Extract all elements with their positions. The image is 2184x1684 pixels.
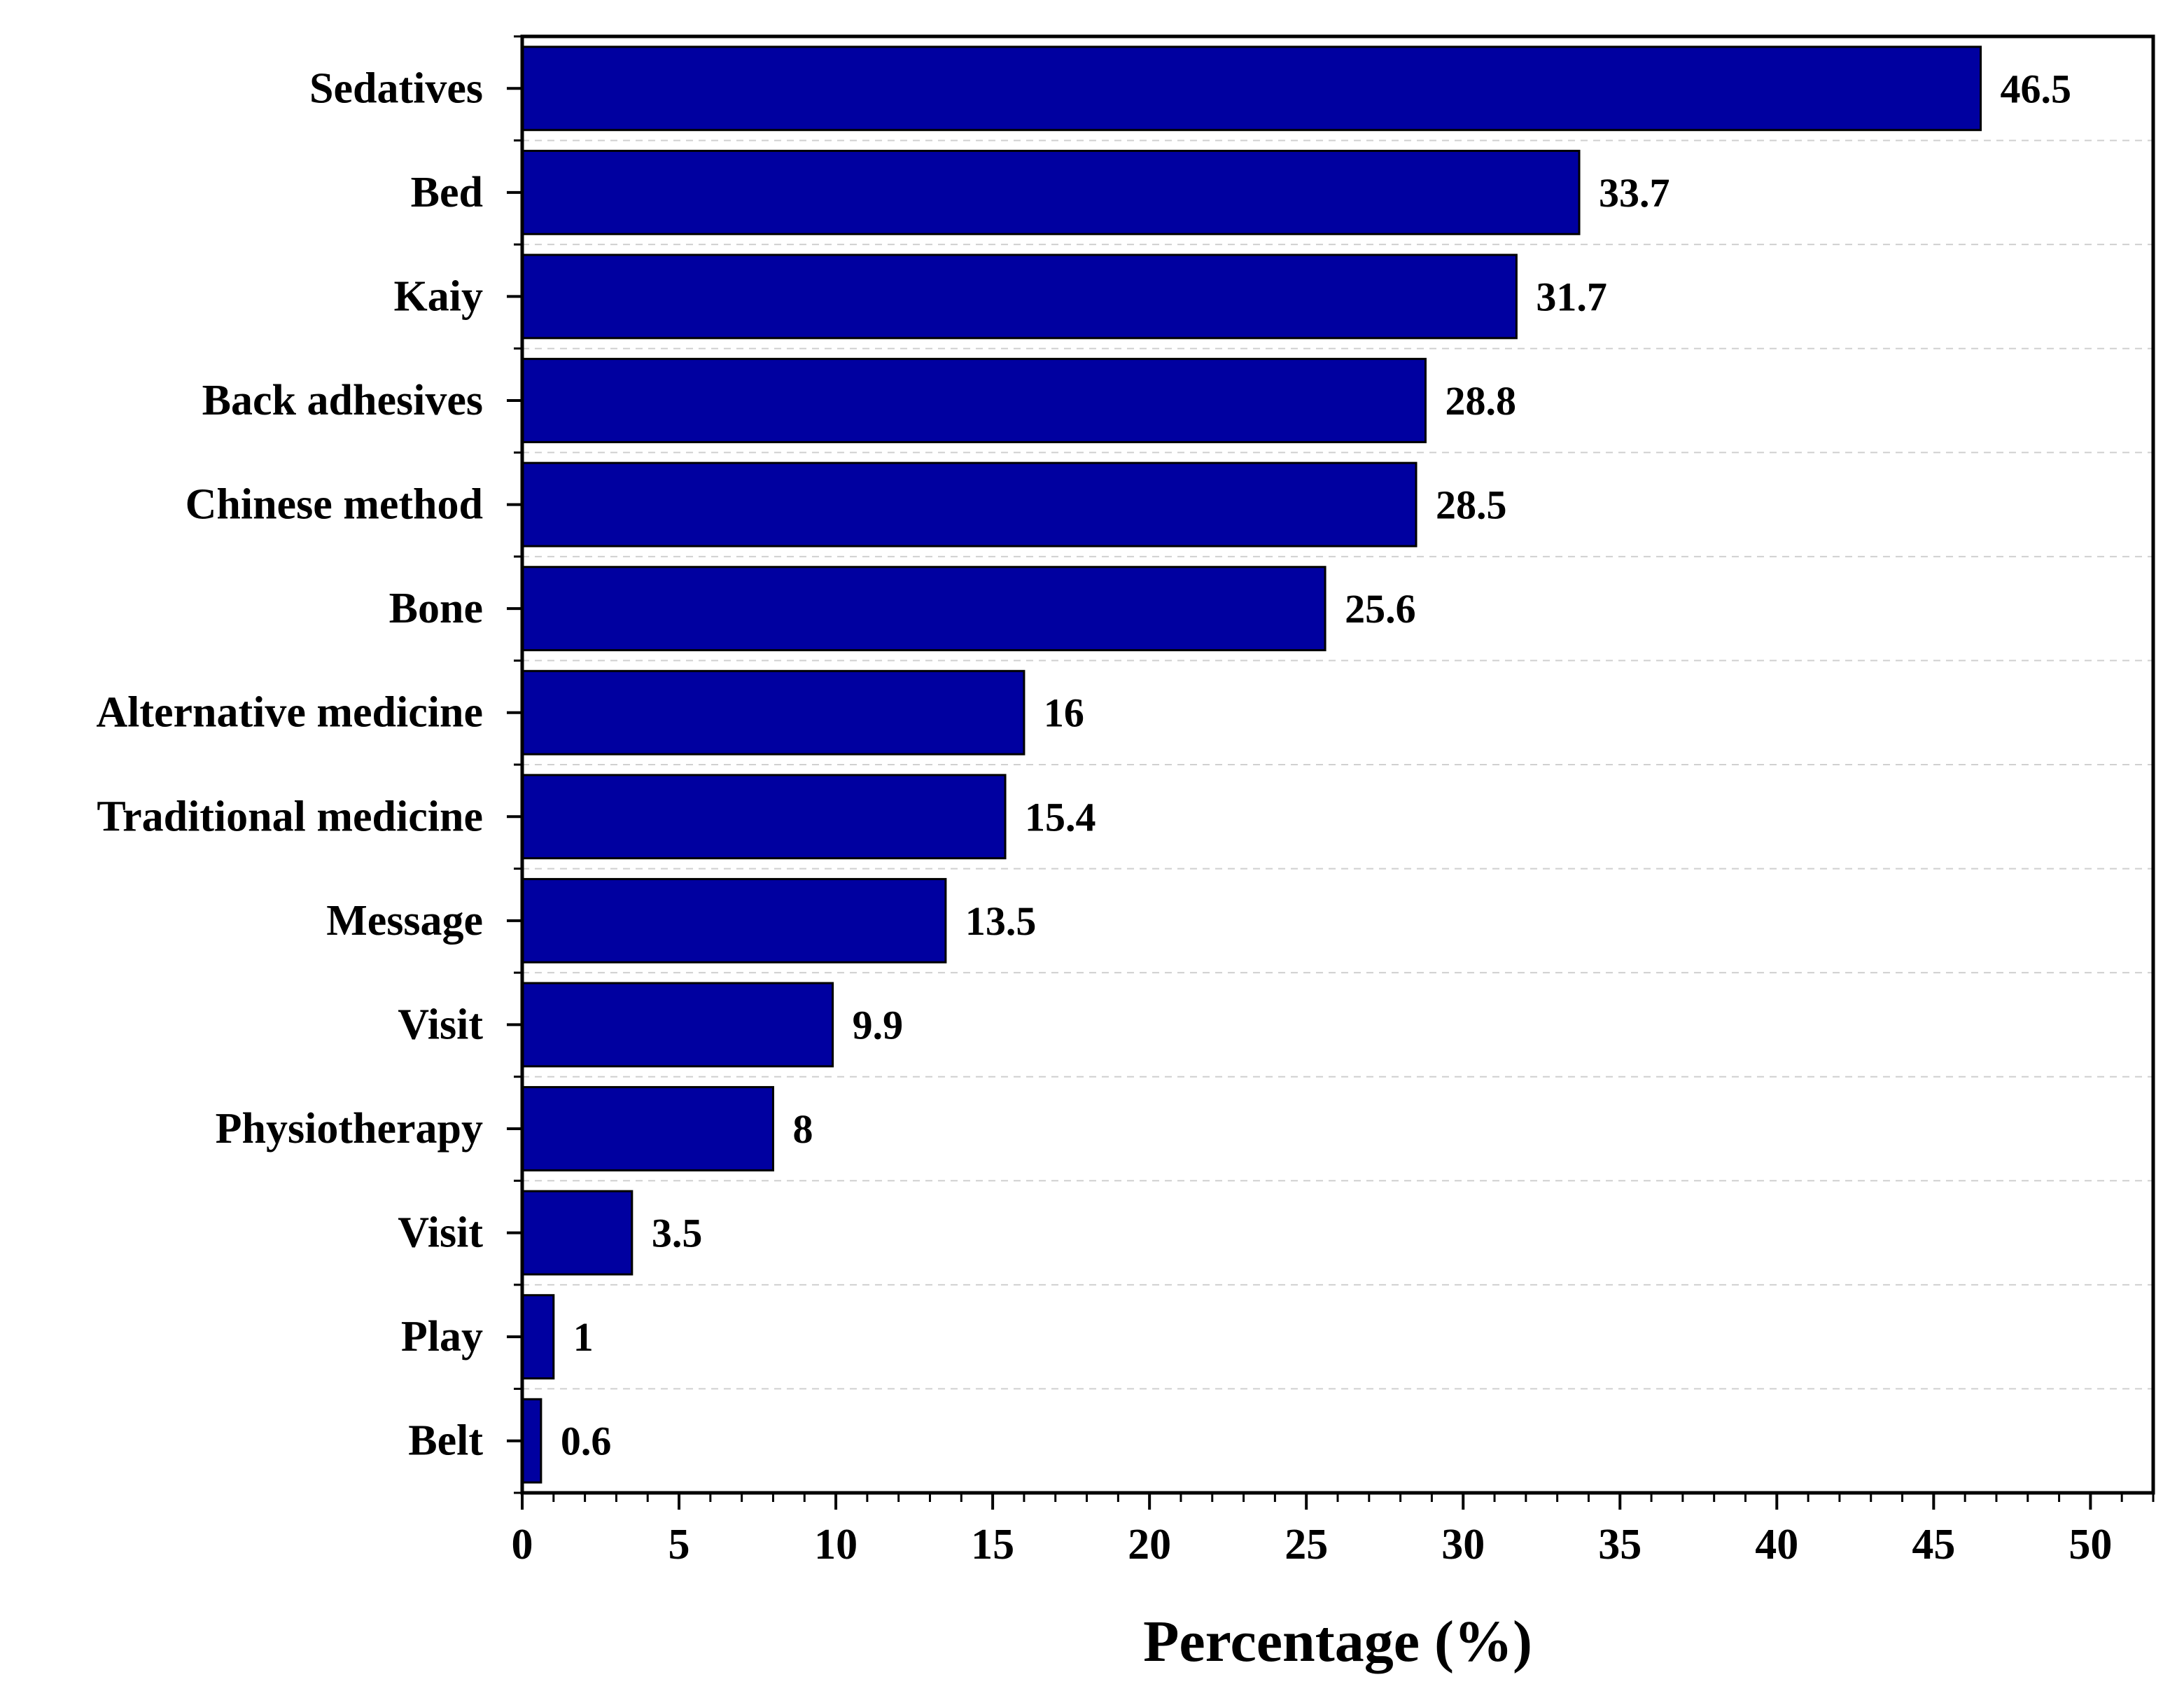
data-label: 28.5 — [1436, 482, 1507, 528]
data-labels: 46.5 33.7 31.7 28.8 28.5 25.6 16 15.4 13.5 9.9 8 3.… — [561, 66, 2071, 1463]
data-label: 16 — [1044, 690, 1084, 736]
bar — [521, 46, 1982, 132]
bar — [521, 877, 947, 963]
bars — [521, 46, 1982, 1484]
x-tick-label: 30 — [1441, 1521, 1485, 1568]
category-label: Chinese method — [186, 481, 483, 529]
bar — [521, 1086, 774, 1171]
x-tick-label: 25 — [1284, 1521, 1328, 1568]
category-label: Visit — [398, 1209, 483, 1257]
x-tick-label: 15 — [971, 1521, 1014, 1568]
data-label: 25.6 — [1345, 586, 1416, 632]
bar — [521, 358, 1427, 443]
x-tick-label: 20 — [1128, 1521, 1171, 1568]
bar — [521, 982, 834, 1068]
bar — [521, 669, 1026, 756]
data-label: 33.7 — [1599, 170, 1670, 216]
plot-frame — [520, 34, 2155, 1495]
bar — [521, 1190, 634, 1276]
category-label: Alternative medicine — [96, 689, 483, 737]
data-label: 13.5 — [965, 898, 1037, 944]
bar — [521, 1294, 555, 1380]
category-label: Sedatives — [309, 64, 483, 112]
x-axis-ticks: 0 5 10 15 20 25 30 35 40 45 50 — [512, 1493, 2155, 1568]
category-label: Traditional medicine — [97, 793, 483, 840]
data-label: 0.6 — [561, 1419, 612, 1464]
data-label: 9.9 — [853, 1002, 904, 1048]
bar — [521, 566, 1326, 652]
category-label: Belt — [408, 1417, 483, 1465]
bar — [521, 149, 1581, 235]
data-label: 28.8 — [1445, 378, 1516, 424]
x-tick-label: 40 — [1755, 1521, 1798, 1568]
category-label: Back adhesives — [202, 377, 483, 424]
data-label: 3.5 — [652, 1211, 703, 1256]
category-label: Message — [326, 897, 483, 945]
x-tick-label: 50 — [2068, 1521, 2112, 1568]
x-tick-label: 45 — [1912, 1521, 1955, 1568]
data-label: 8 — [792, 1106, 813, 1152]
category-label: Visit — [398, 1001, 483, 1048]
category-label: Kaiy — [394, 272, 483, 320]
data-label: 31.7 — [1536, 274, 1607, 319]
x-axis-title: Percentage (%) — [1143, 1609, 1532, 1674]
x-tick-label: 0 — [512, 1521, 533, 1568]
category-label: Physiotherapy — [216, 1105, 483, 1153]
x-tick-label: 10 — [814, 1521, 858, 1568]
category-label: Bed — [411, 169, 483, 216]
category-label: Bone — [389, 585, 483, 632]
bar — [521, 253, 1518, 340]
x-tick-label: 35 — [1598, 1521, 1642, 1568]
x-tick-label: 5 — [668, 1521, 690, 1568]
data-label: 15.4 — [1025, 794, 1096, 840]
bar — [521, 461, 1418, 548]
data-label: 46.5 — [2001, 66, 2072, 111]
category-label: Play — [401, 1313, 483, 1361]
bar — [521, 774, 1007, 860]
category-labels: Sedatives Bed Kaiy Back adhesives Chinese me… — [96, 35, 522, 1494]
bar — [521, 1398, 542, 1484]
data-label: 1 — [573, 1314, 594, 1360]
